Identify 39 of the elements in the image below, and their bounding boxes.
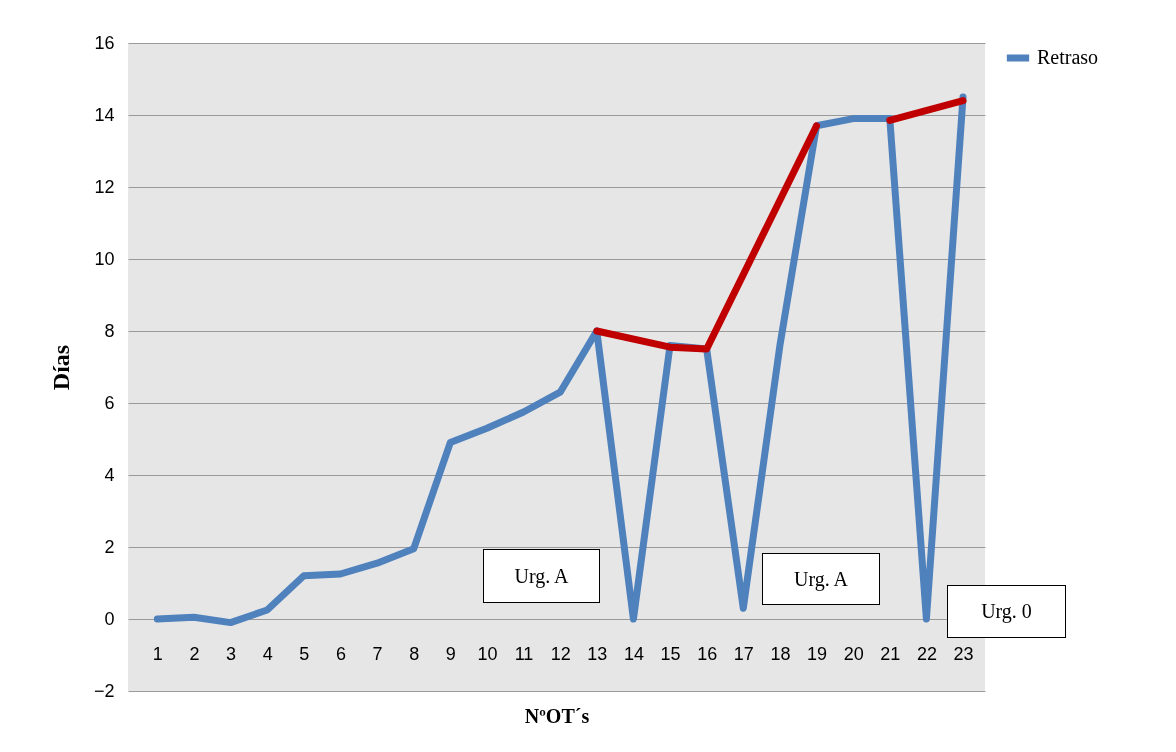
y-tick-label: 0 — [104, 608, 115, 629]
x-tick-label: 3 — [226, 643, 237, 664]
y-tick-label: 10 — [94, 248, 115, 269]
y-tick-label: 2 — [104, 536, 115, 557]
y-tick-label: 12 — [94, 176, 115, 197]
x-tick-label: 23 — [953, 643, 974, 664]
legend-label: Retraso — [1037, 46, 1099, 68]
x-tick-label: 5 — [299, 643, 310, 664]
x-tick-label: 19 — [807, 643, 828, 664]
x-tick-label: 12 — [550, 643, 571, 664]
x-tick-label: 7 — [372, 643, 383, 664]
x-tick-label: 1 — [152, 643, 163, 664]
x-tick-label: 18 — [770, 643, 791, 664]
x-tick-label: 17 — [733, 643, 754, 664]
y-tick-label: 6 — [104, 392, 115, 413]
x-tick-label: 8 — [409, 643, 420, 664]
x-tick-label: 13 — [587, 643, 608, 664]
x-tick-label: 6 — [335, 643, 346, 664]
y-tick-label: 8 — [104, 320, 115, 341]
y-tick-label: 4 — [104, 464, 115, 485]
x-tick-label: 9 — [445, 643, 456, 664]
y-tick-label: −2 — [93, 680, 115, 701]
x-tick-label: 4 — [262, 643, 273, 664]
y-tick-label: 16 — [94, 32, 115, 53]
note-box: Urg. A — [762, 553, 880, 605]
x-tick-label: 20 — [843, 643, 864, 664]
x-tick-label: 16 — [697, 643, 718, 664]
x-tick-label: 2 — [189, 643, 200, 664]
x-axis-title: NºOT´s — [524, 704, 590, 727]
x-tick-label: 15 — [660, 643, 681, 664]
x-tick-label: 21 — [880, 643, 901, 664]
y-tick-label: 14 — [94, 104, 115, 125]
x-tick-label: 14 — [623, 643, 644, 664]
y-axis-title: Días — [47, 344, 74, 391]
note-box: Urg. A — [483, 549, 600, 603]
x-tick-label: 22 — [916, 643, 937, 664]
x-tick-label: 11 — [514, 643, 534, 664]
x-tick-label: 10 — [477, 643, 498, 664]
note-box: Urg. 0 — [947, 585, 1066, 638]
